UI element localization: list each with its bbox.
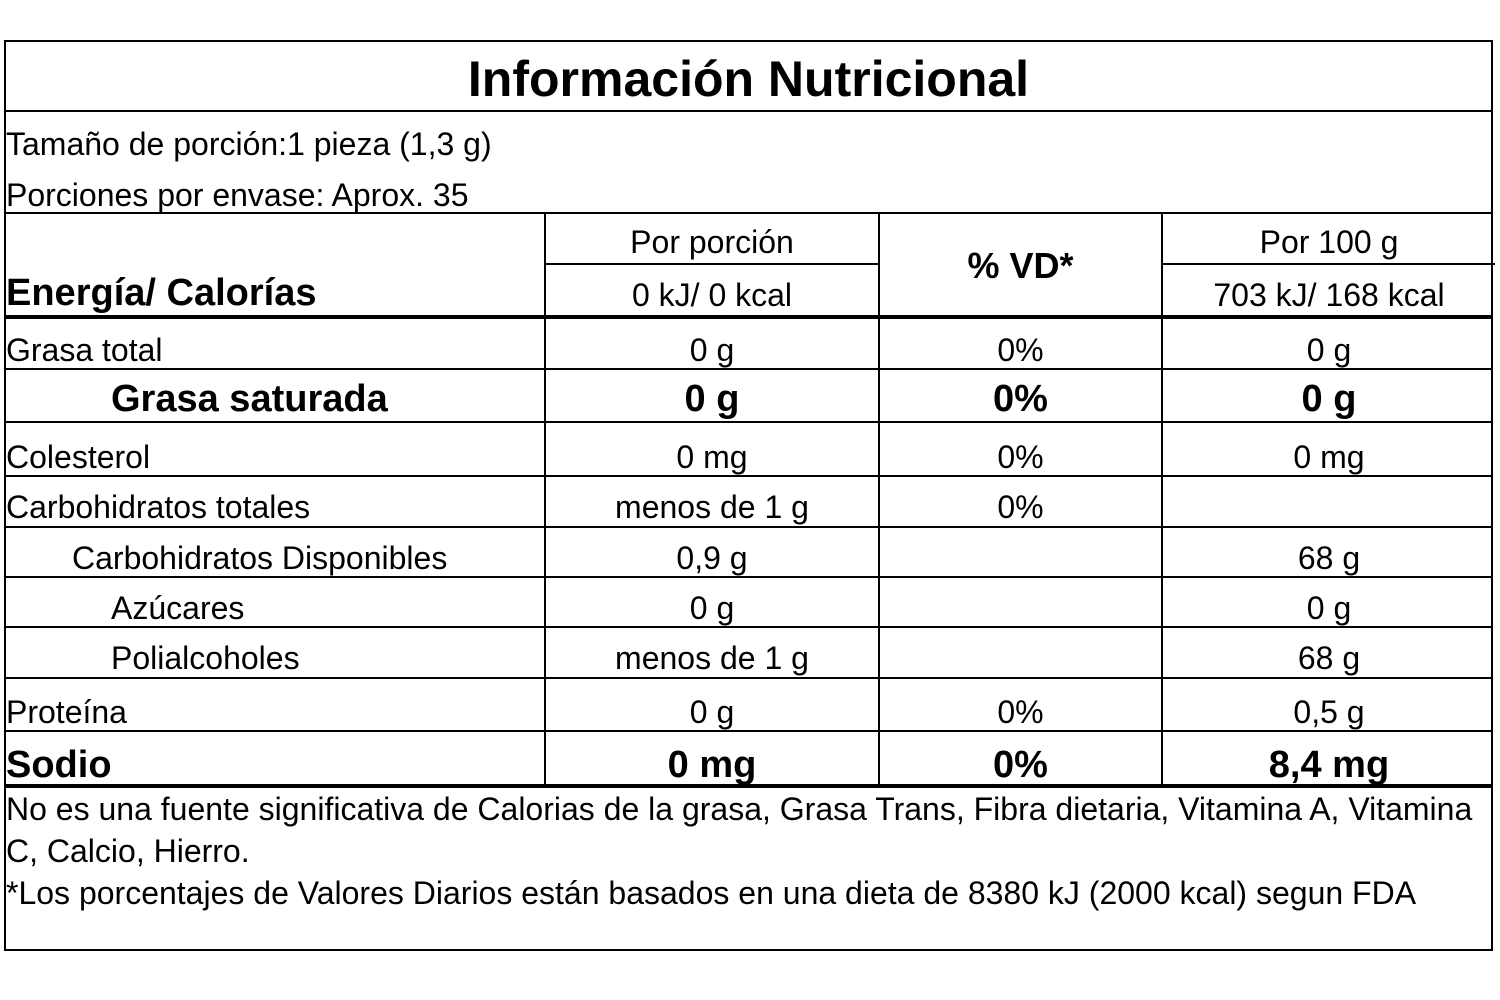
nutrient-per-100g: 0,5 g <box>1293 694 1365 730</box>
divider-servings <box>6 212 1491 214</box>
divider-energy <box>6 315 1491 319</box>
column-divider <box>1161 212 1163 786</box>
divider-sodium <box>6 784 1491 788</box>
energy-label: Energía/ Calorías <box>6 272 317 314</box>
nutrient-per-serving: menos de 1 g <box>615 640 809 676</box>
divider-title <box>6 110 1491 112</box>
nutrient-dv: 0% <box>997 439 1044 475</box>
nutrient-per-serving: 0 g <box>689 694 735 730</box>
nutrient-name: Carbohidratos Disponibles <box>72 540 448 576</box>
nutrition-facts-panel: Información Nutricional Tamaño de porció… <box>4 40 1495 951</box>
nutrient-per-serving: 0 g <box>684 378 740 420</box>
nutrient-dv: 0% <box>997 694 1044 730</box>
divider-row <box>6 576 1491 578</box>
divider-row <box>6 526 1491 528</box>
nutrient-per-serving: 0 mg <box>676 439 748 475</box>
nutrient-dv: 0% <box>993 378 1048 420</box>
nutrient-per-100g: 0 g <box>1306 332 1352 368</box>
nutrient-per-100g: 0 mg <box>1293 439 1365 475</box>
nutrient-per-100g: 68 g <box>1297 640 1361 676</box>
nutrient-name: Grasa saturada <box>111 378 388 420</box>
energy-per-serving: 0 kJ/ 0 kcal <box>631 277 793 313</box>
divider-header-per-serving <box>544 263 878 265</box>
nutrient-per-100g: 0 g <box>1306 590 1352 626</box>
divider-row <box>6 475 1491 477</box>
divider-row <box>6 626 1491 628</box>
panel-title: Información Nutricional <box>467 51 1030 107</box>
nutrient-name: Polialcoholes <box>111 640 300 676</box>
nutrient-per-100g: 68 g <box>1297 540 1361 576</box>
nutrient-per-100g: 0 g <box>1301 378 1357 420</box>
energy-per-100g: 703 kJ/ 168 kcal <box>1213 277 1445 313</box>
divider-row <box>6 677 1491 679</box>
nutrient-per-serving: 0,9 g <box>676 540 748 576</box>
serving-size: Tamaño de porción:1 pieza (1,3 g) <box>6 126 492 162</box>
divider-header-per-100g <box>1161 263 1495 265</box>
divider-row <box>6 730 1491 732</box>
nutrient-name: Colesterol <box>6 439 151 475</box>
header-per-serving: Por porción <box>630 224 794 260</box>
column-divider <box>878 212 880 786</box>
nutrient-name: Grasa total <box>6 332 163 368</box>
footnote-daily-values: *Los porcentajes de Valores Diarios está… <box>6 875 1417 911</box>
nutrient-per-serving: 0 mg <box>667 744 757 786</box>
header-daily-value: % VD* <box>967 245 1074 286</box>
nutrient-name: Proteína <box>6 694 127 730</box>
nutrient-per-serving: 0 g <box>689 590 735 626</box>
nutrient-name: Sodio <box>6 744 112 786</box>
nutrient-dv: 0% <box>997 489 1044 525</box>
nutrient-per-serving: menos de 1 g <box>615 489 809 525</box>
divider-row <box>6 421 1491 423</box>
column-divider <box>544 212 546 786</box>
nutrient-per-100g: 8,4 mg <box>1268 744 1390 786</box>
servings-per-container: Porciones por envase: Aprox. 35 <box>6 177 469 213</box>
nutrient-name: Carbohidratos totales <box>6 489 311 525</box>
nutrient-dv: 0% <box>997 332 1044 368</box>
nutrient-per-serving: 0 g <box>689 332 735 368</box>
nutrient-name: Azúcares <box>111 590 245 626</box>
nutrient-dv: 0% <box>993 744 1048 786</box>
header-per-100g: Por 100 g <box>1259 224 1399 260</box>
divider-row <box>6 368 1491 370</box>
footnote-not-significant: No es una fuente significativa de Calori… <box>6 791 1473 869</box>
